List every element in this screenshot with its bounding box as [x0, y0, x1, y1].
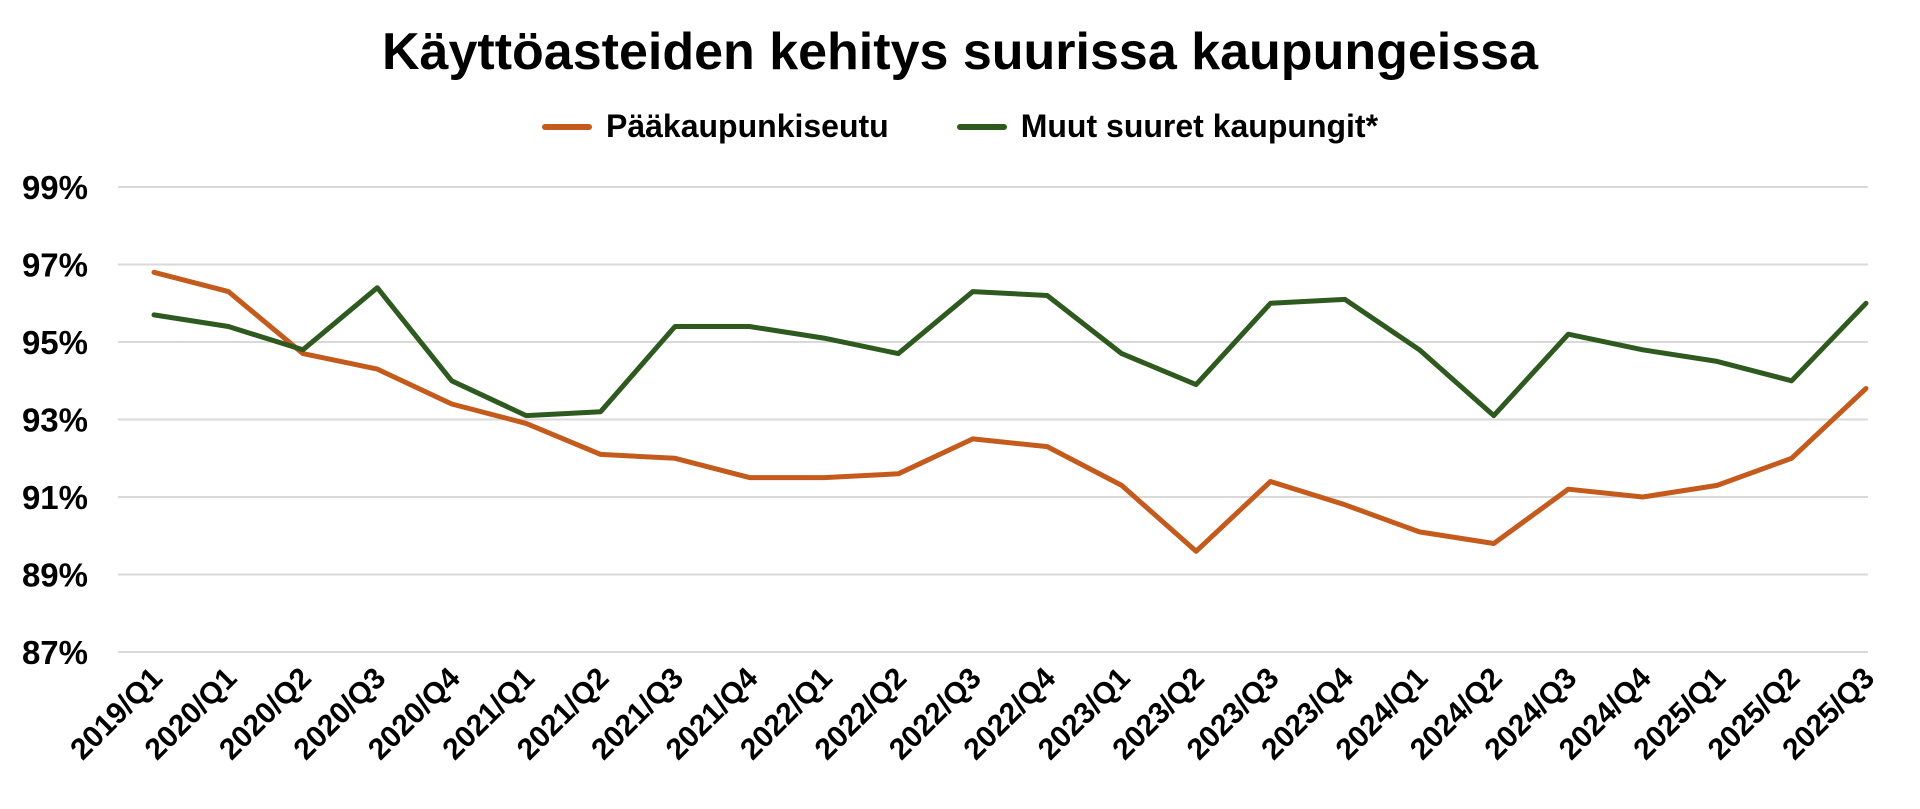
legend-swatch-paakaupunkiseutu [541, 123, 592, 130]
y-tick-label: 97% [22, 247, 88, 284]
legend-label-paakaupunkiseutu: Pääkaupunkiseutu [605, 108, 889, 144]
y-tick-label: 89% [22, 557, 88, 594]
y-tick-label: 91% [22, 479, 88, 516]
y-axis-ticks: 87% 89% 91% 93% 95% 97% 99% [22, 169, 88, 671]
y-tick-label: 87% [22, 634, 88, 671]
y-tick-label: 95% [22, 324, 88, 361]
series-line-1 [151, 285, 1869, 419]
series-lines [151, 269, 1869, 554]
chart-title: Käyttöasteiden kehitys suurissa kaupunge… [382, 23, 1538, 81]
y-tick-label: 93% [22, 402, 88, 439]
legend-swatch-muut-suuret-kaupungit [956, 123, 1007, 130]
legend-item-muut-suuret-kaupungit: Muut suuret kaupungit* [956, 108, 1379, 145]
legend-item-paakaupunkiseutu: Pääkaupunkiseutu [541, 108, 889, 145]
y-tick-label: 99% [22, 169, 88, 206]
legend: Pääkaupunkiseutu Muut suuret kaupungit* [0, 108, 1920, 145]
series-line-0 [151, 269, 1869, 554]
gridlines [118, 186, 1868, 653]
legend-label-muut-suuret-kaupungit: Muut suuret kaupungit* [1020, 108, 1379, 144]
x-axis-ticks: 2019/Q12020/Q12020/Q22020/Q32020/Q42021/… [64, 661, 1881, 766]
